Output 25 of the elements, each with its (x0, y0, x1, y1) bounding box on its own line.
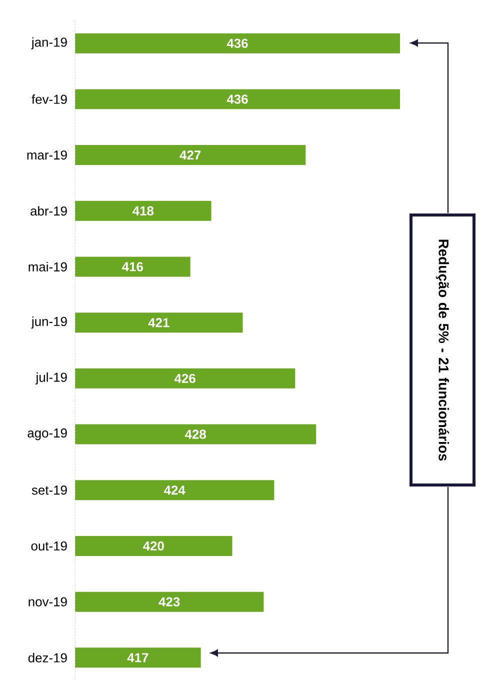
y-tick-label: mai-19 (28, 262, 67, 272)
data-label: 420 (143, 541, 164, 551)
data-label: 436 (226, 38, 248, 48)
y-tick-label: mar-19 (27, 150, 67, 160)
text: Redução de 5% - 21 funcionários (436, 240, 450, 461)
y-tick-label: jul-19 (35, 372, 67, 384)
y-tick-label: dez-19 (28, 652, 67, 662)
y-tick-label: ago-19 (28, 428, 67, 440)
data-label: 424 (164, 486, 186, 495)
y-tick-label: jun-19 (31, 316, 67, 329)
data-label: 436 (226, 94, 248, 104)
y-tick-label: out-19 (31, 541, 67, 551)
data-label: 427 (180, 150, 201, 160)
data-label: 423 (158, 597, 180, 606)
y-tick-label: fev-19 (32, 94, 67, 104)
data-label: 416 (122, 262, 143, 272)
data-label: 426 (174, 374, 196, 384)
data-label: 418 (132, 206, 154, 216)
y-tick-label: set-19 (32, 486, 67, 495)
data-label: 428 (184, 430, 206, 439)
data-label: 417 (127, 653, 148, 662)
y-tick-label: nov-19 (28, 597, 67, 606)
y-tick-label: jan-19 (31, 37, 67, 50)
data-label: 421 (148, 318, 170, 328)
y-tick-label: abr-19 (30, 206, 67, 216)
